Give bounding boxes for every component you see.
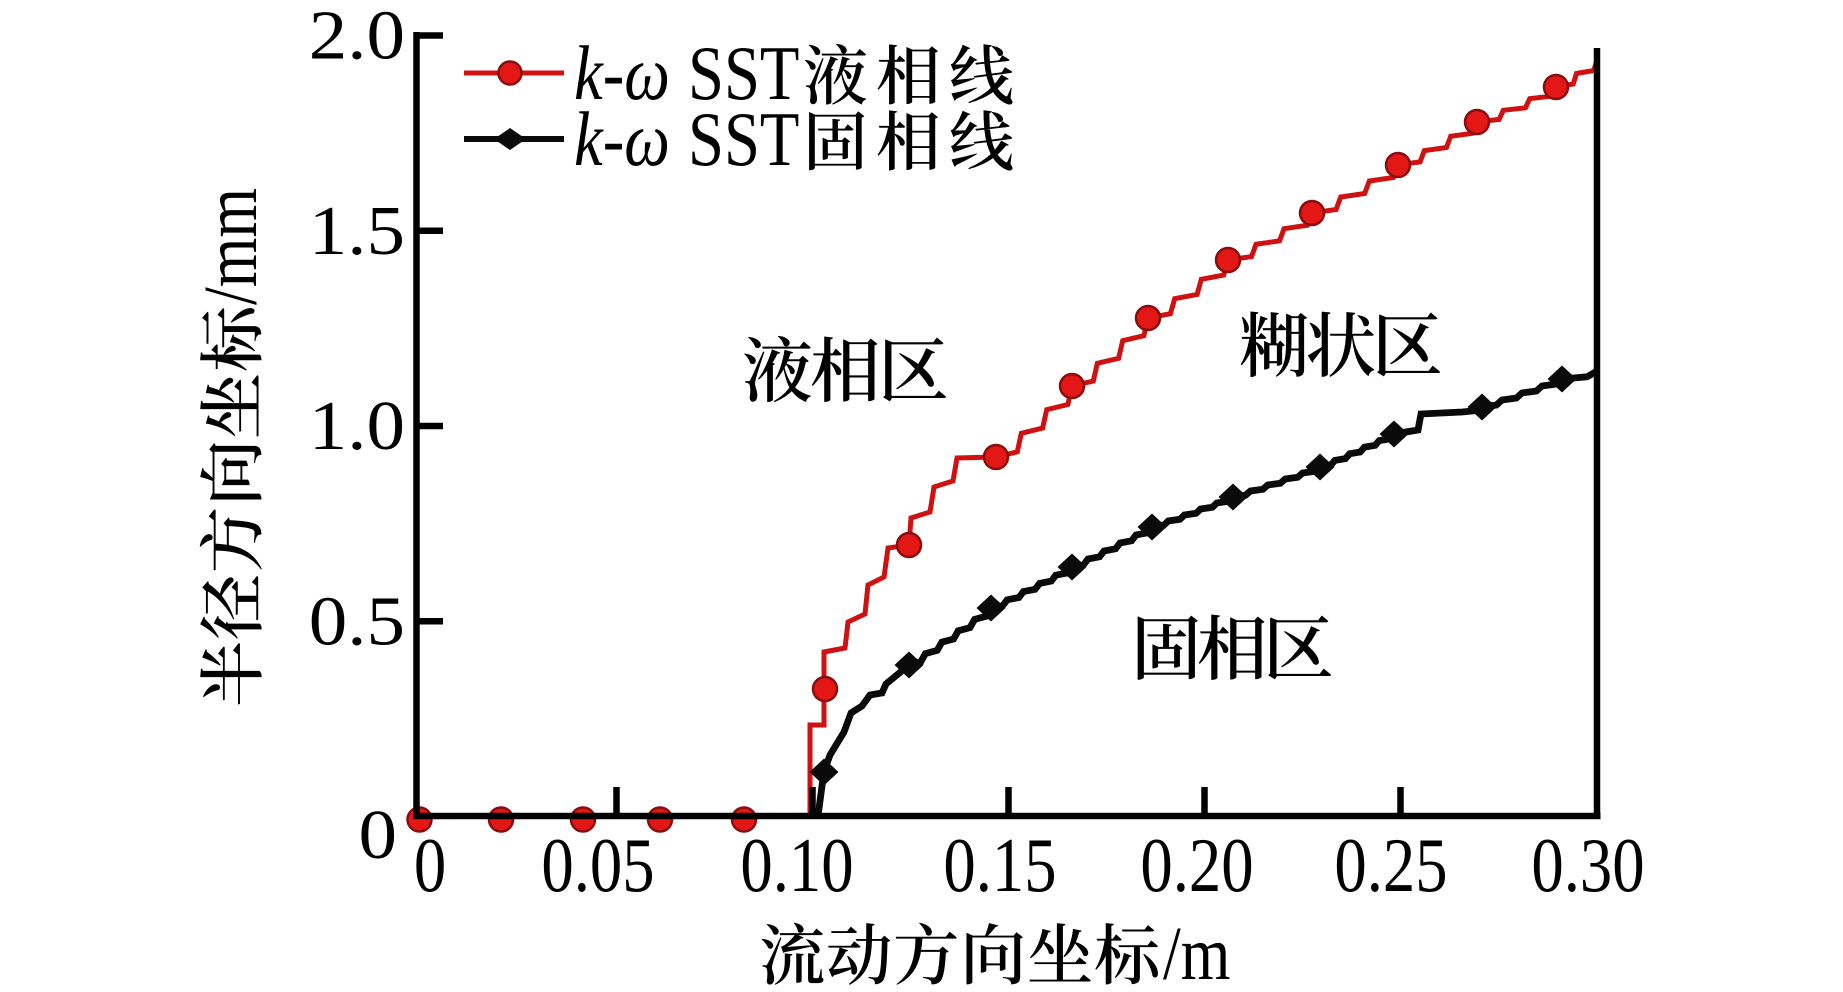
- svg-text:0.20: 0.20: [1140, 824, 1253, 908]
- svg-text:0.05: 0.05: [541, 824, 654, 908]
- svg-text:0.15: 0.15: [943, 824, 1056, 908]
- svg-text:k-ω: k-ω: [574, 32, 670, 116]
- svg-text:0.5: 0.5: [309, 581, 405, 659]
- svg-text:1.0: 1.0: [309, 386, 405, 464]
- svg-text:1.5: 1.5: [309, 191, 405, 269]
- svg-text:2.0: 2.0: [309, 0, 405, 74]
- svg-text:0: 0: [414, 824, 446, 908]
- svg-text:0.25: 0.25: [1334, 824, 1447, 908]
- svg-text:SST: SST: [688, 32, 799, 116]
- svg-text:0.30: 0.30: [1531, 824, 1644, 908]
- svg-text:0: 0: [358, 795, 397, 873]
- svg-text:/mm: /mm: [189, 188, 273, 305]
- svg-text:k-ω: k-ω: [574, 98, 670, 182]
- svg-text:/m: /m: [1163, 912, 1230, 992]
- svg-text:0.10: 0.10: [740, 824, 853, 908]
- svg-text:SST: SST: [688, 98, 799, 182]
